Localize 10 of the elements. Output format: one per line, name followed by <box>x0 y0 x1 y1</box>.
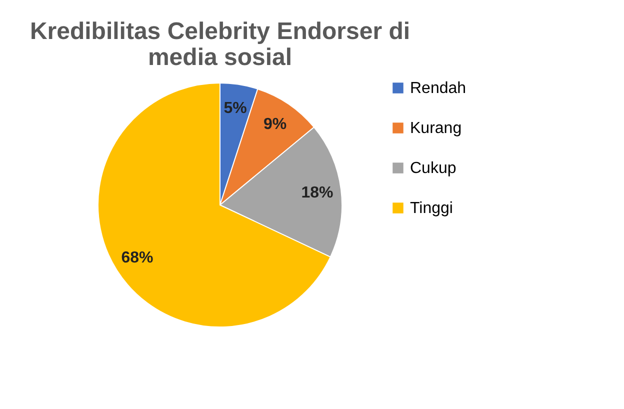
legend-label: Kurang <box>410 120 462 137</box>
legend-label: Rendah <box>410 80 466 97</box>
legend-label: Cukup <box>410 160 456 177</box>
data-label: 68% <box>121 250 154 267</box>
text: media sosial <box>148 44 292 71</box>
data-label: 5% <box>224 100 247 118</box>
text: Kredibilitas Celebrity Endorser di <box>30 18 410 45</box>
legend-label: Tinggi <box>410 200 453 217</box>
data-label: 18% <box>301 184 334 202</box>
data-label: 9% <box>264 116 287 133</box>
